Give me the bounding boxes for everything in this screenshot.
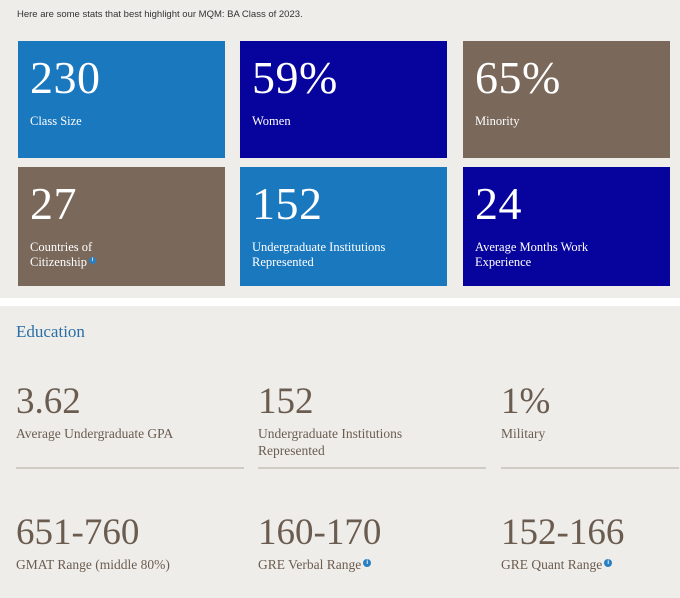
section-divider [0, 298, 680, 306]
info-icon[interactable]: i [88, 256, 96, 264]
tile-value: 152 [252, 178, 323, 229]
tile-label: Average Months Work Experience [475, 240, 589, 269]
education-panel: Education 3.62 Average Undergraduate GPA… [0, 306, 680, 598]
stat-label: Military [501, 426, 546, 441]
tile-average-months-work-experience: 24 Average Months Work Experience [463, 167, 670, 286]
stat-divider [258, 467, 486, 469]
stat-divider [501, 467, 679, 469]
tile-countries-of-citizenship: 27 Countries of Citizenship i [18, 167, 225, 286]
tile-women: 59% Women [240, 41, 447, 158]
class-stats-panel: Here are some stats that best highlight … [0, 0, 680, 298]
tile-label: Countries of Citizenship i [30, 240, 96, 270]
tile-label: Women [252, 114, 291, 128]
info-icon[interactable]: i [363, 558, 372, 567]
tile-undergraduate-institutions: 152 Undergraduate Institutions Represent… [240, 167, 447, 286]
stat-label: GRE Verbal Range i [258, 556, 372, 573]
stat-label: Undergraduate Institutions Represented [258, 426, 403, 458]
tile-value: 65% [475, 52, 561, 103]
tile-value: 27 [30, 178, 77, 229]
stat-value: 651-760 [16, 512, 140, 553]
stat-label: GMAT Range (middle 80%) [16, 557, 170, 572]
tile-value: 24 [475, 178, 522, 229]
tile-value: 230 [30, 52, 101, 103]
intro-text: Here are some stats that best highlight … [17, 9, 303, 20]
tile-value: 59% [252, 52, 338, 103]
tile-label: Minority [475, 114, 520, 128]
stat-value: 152-166 [501, 512, 625, 553]
stat-value: 1% [501, 381, 551, 422]
tile-class-size: 230 Class Size [18, 41, 225, 158]
section-title: Education [16, 322, 85, 341]
stat-value: 160-170 [258, 512, 382, 553]
stat-value: 3.62 [16, 381, 81, 422]
tile-label: Undergraduate Institutions Represented [252, 240, 386, 269]
stat-value: 152 [258, 381, 314, 422]
info-icon[interactable]: i [604, 558, 613, 567]
stat-divider [16, 467, 244, 469]
stat-label: Average Undergraduate GPA [16, 426, 174, 441]
tile-label: Class Size [30, 114, 82, 128]
tile-minority: 65% Minority [463, 41, 670, 158]
stat-label: GRE Quant Range i [501, 556, 613, 573]
